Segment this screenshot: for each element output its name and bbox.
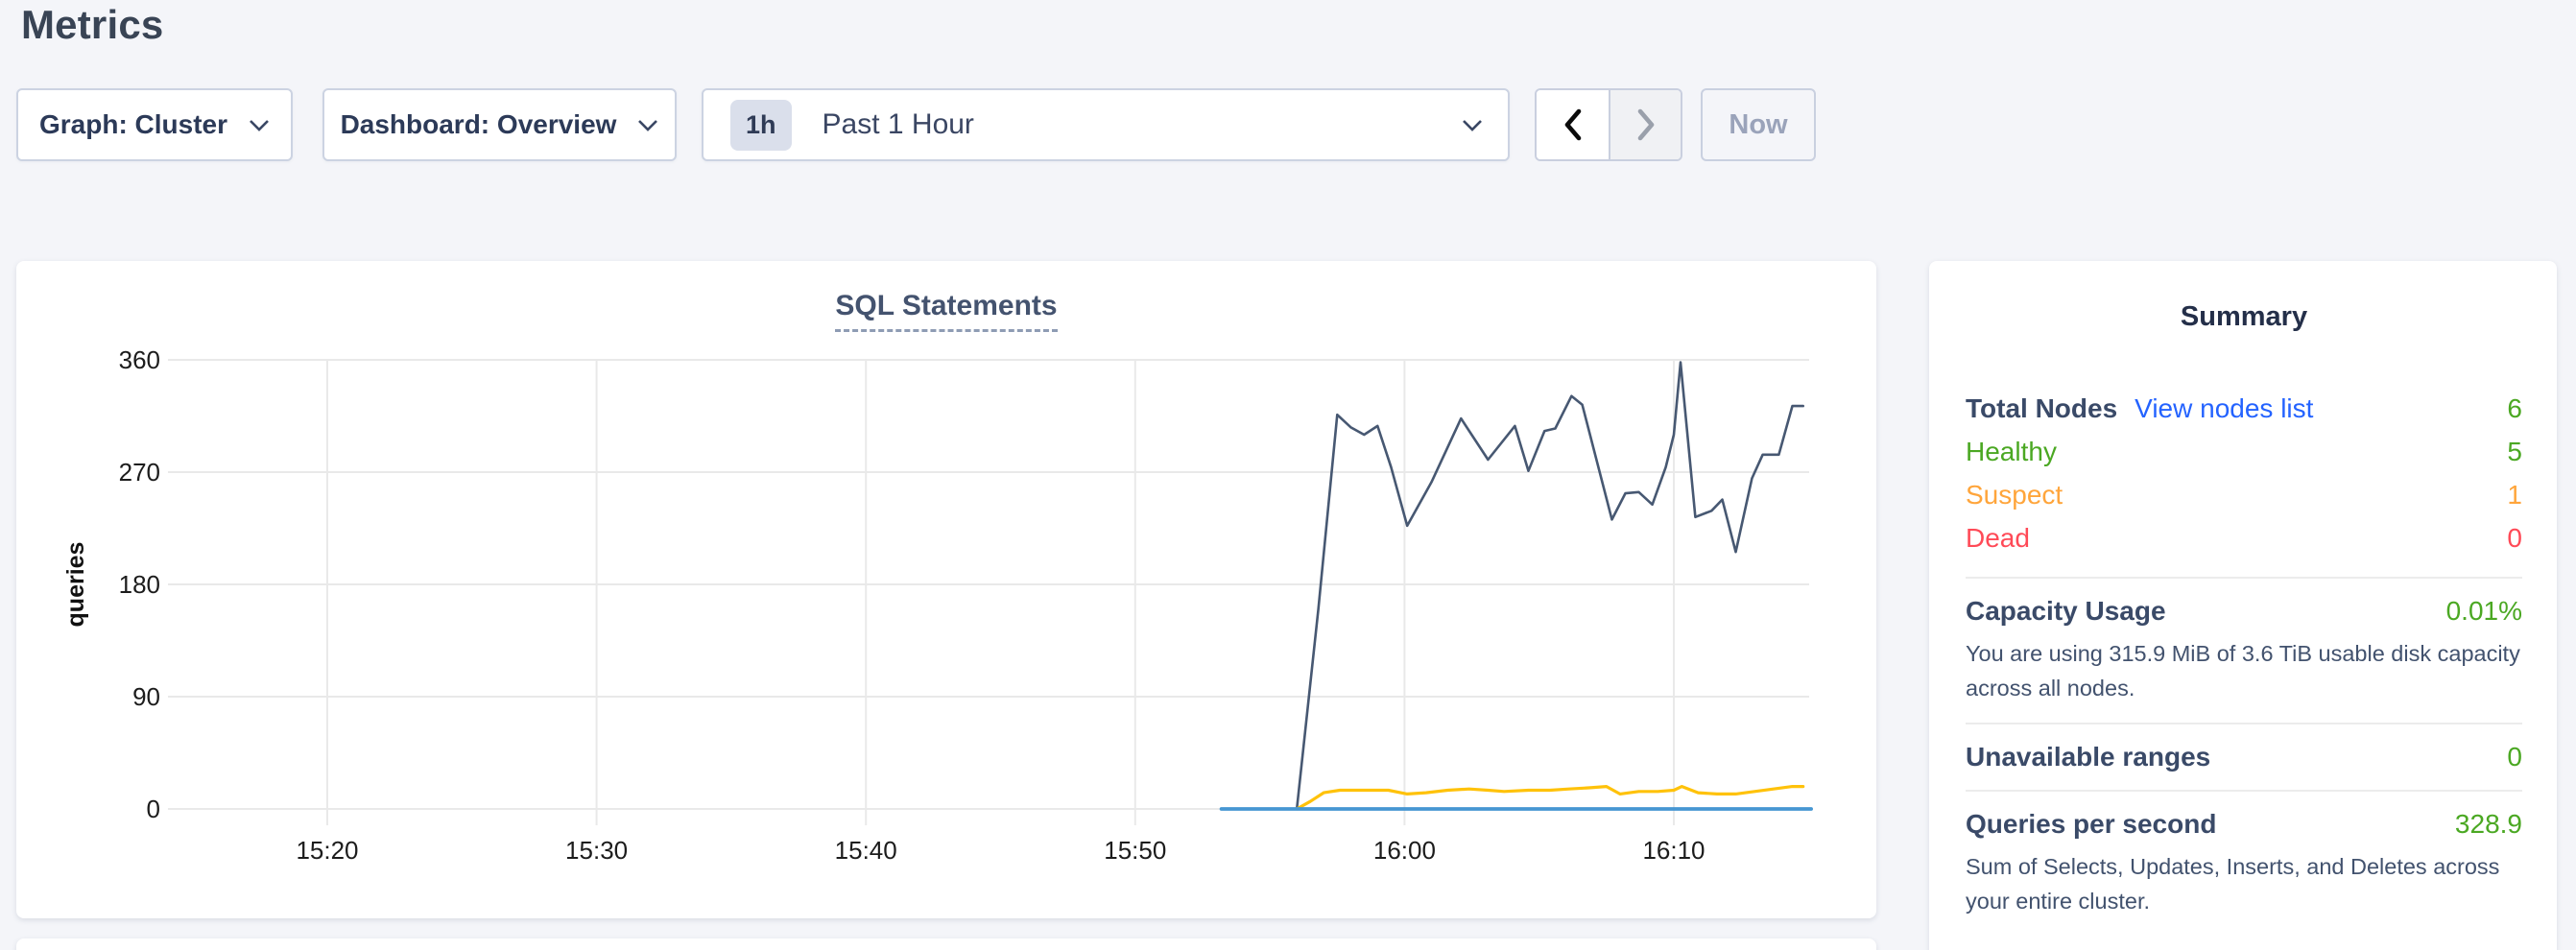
unavailable-ranges-value: 0 xyxy=(2507,742,2522,772)
chevron-left-icon xyxy=(1564,108,1581,141)
series-navy-line xyxy=(1295,361,1804,811)
y-tick-label: 90 xyxy=(132,682,160,711)
y-tick-label: 360 xyxy=(119,345,160,374)
dead-label: Dead xyxy=(1966,522,2030,553)
summary-sidebar: Summary Total Nodes View nodes list 6 He… xyxy=(1929,261,2557,950)
x-tick-label: 15:40 xyxy=(835,836,897,865)
chart-title-row: SQL Statements xyxy=(16,290,1876,332)
chevron-down-icon xyxy=(250,119,269,131)
capacity-usage-value: 0.01% xyxy=(2445,596,2522,626)
unavailable-ranges-label: Unavailable ranges xyxy=(1966,742,2211,772)
x-tick-label: 15:30 xyxy=(565,836,628,865)
view-nodes-list-link[interactable]: View nodes list xyxy=(2135,392,2314,423)
y-tick-label: 180 xyxy=(119,570,160,599)
node-status-list: Total Nodes View nodes list 6 Healthy 5 … xyxy=(1966,387,2522,559)
suspect-value: 1 xyxy=(2507,479,2522,510)
sql-statements-chart-card: SQL Statements 0 90 180 270 360 15:20 15:30 15:… xyxy=(16,261,1876,918)
dead-nodes-row: Dead 0 xyxy=(1966,516,2522,559)
divider xyxy=(1966,790,2522,792)
divider xyxy=(1966,577,2522,579)
chevron-right-icon xyxy=(1637,108,1654,141)
healthy-value: 5 xyxy=(2507,436,2522,466)
divider xyxy=(1966,723,2522,724)
dashboard-dropdown[interactable]: Dashboard: Overview xyxy=(322,88,677,161)
queries-per-second-description: Sum of Selects, Updates, Inserts, and De… xyxy=(1966,854,2500,914)
page-title: Metrics xyxy=(21,2,164,47)
suspect-label: Suspect xyxy=(1966,479,2063,510)
chevron-down-icon xyxy=(638,119,658,131)
capacity-usage-description: You are using 315.9 MiB of 3.6 TiB usabl… xyxy=(1966,641,2520,701)
time-range-selector[interactable]: 1h Past 1 Hour xyxy=(702,88,1510,161)
next-time-button[interactable] xyxy=(1609,90,1681,159)
summary-title: Summary xyxy=(2180,301,2308,332)
graph-dropdown-label: Graph: Cluster xyxy=(38,109,228,139)
total-nodes-value: 6 xyxy=(2507,392,2522,423)
series-yellow-line xyxy=(1295,784,1805,811)
capacity-usage-row: Capacity Usage 0.01% xyxy=(1966,596,2522,627)
healthy-label: Healthy xyxy=(1966,436,2057,466)
prev-time-button[interactable] xyxy=(1537,90,1609,159)
now-button[interactable]: Now xyxy=(1701,88,1816,161)
total-nodes-row: Total Nodes View nodes list 6 xyxy=(1966,387,2522,430)
next-chart-card-partial xyxy=(16,938,1876,950)
graph-dropdown[interactable]: Graph: Cluster xyxy=(16,88,293,161)
x-tick-label: 15:50 xyxy=(1104,836,1166,865)
unavailable-ranges-row: Unavailable ranges 0 xyxy=(1966,742,2522,772)
sql-statements-chart[interactable]: 0 90 180 270 360 15:20 15:30 15:40 15:50 16:00 16:… xyxy=(16,261,1876,894)
chevron-down-icon xyxy=(1463,119,1482,131)
x-tick-label: 16:10 xyxy=(1642,836,1705,865)
healthy-nodes-row: Healthy 5 xyxy=(1966,430,2522,473)
time-range-label: Past 1 Hour xyxy=(822,108,974,140)
queries-per-second-label: Queries per second xyxy=(1966,809,2217,839)
x-tick-label: 16:00 xyxy=(1373,836,1436,865)
time-range-badge: 1h xyxy=(730,99,792,151)
queries-per-second-row: Queries per second 328.9 xyxy=(1966,809,2522,840)
queries-per-second-value: 328.9 xyxy=(2454,809,2522,839)
suspect-nodes-row: Suspect 1 xyxy=(1966,473,2522,516)
dead-value: 0 xyxy=(2507,522,2522,553)
total-nodes-label: Total Nodes xyxy=(1966,392,2118,423)
y-tick-label: 0 xyxy=(147,795,160,823)
chart-title[interactable]: SQL Statements xyxy=(835,290,1058,332)
capacity-usage-label: Capacity Usage xyxy=(1966,596,2166,626)
y-axis-label: queries xyxy=(62,542,89,628)
x-tick-label: 15:20 xyxy=(296,836,358,865)
y-tick-label: 270 xyxy=(119,458,160,487)
dashboard-dropdown-label: Dashboard: Overview xyxy=(340,109,617,139)
time-pager xyxy=(1535,88,1682,161)
